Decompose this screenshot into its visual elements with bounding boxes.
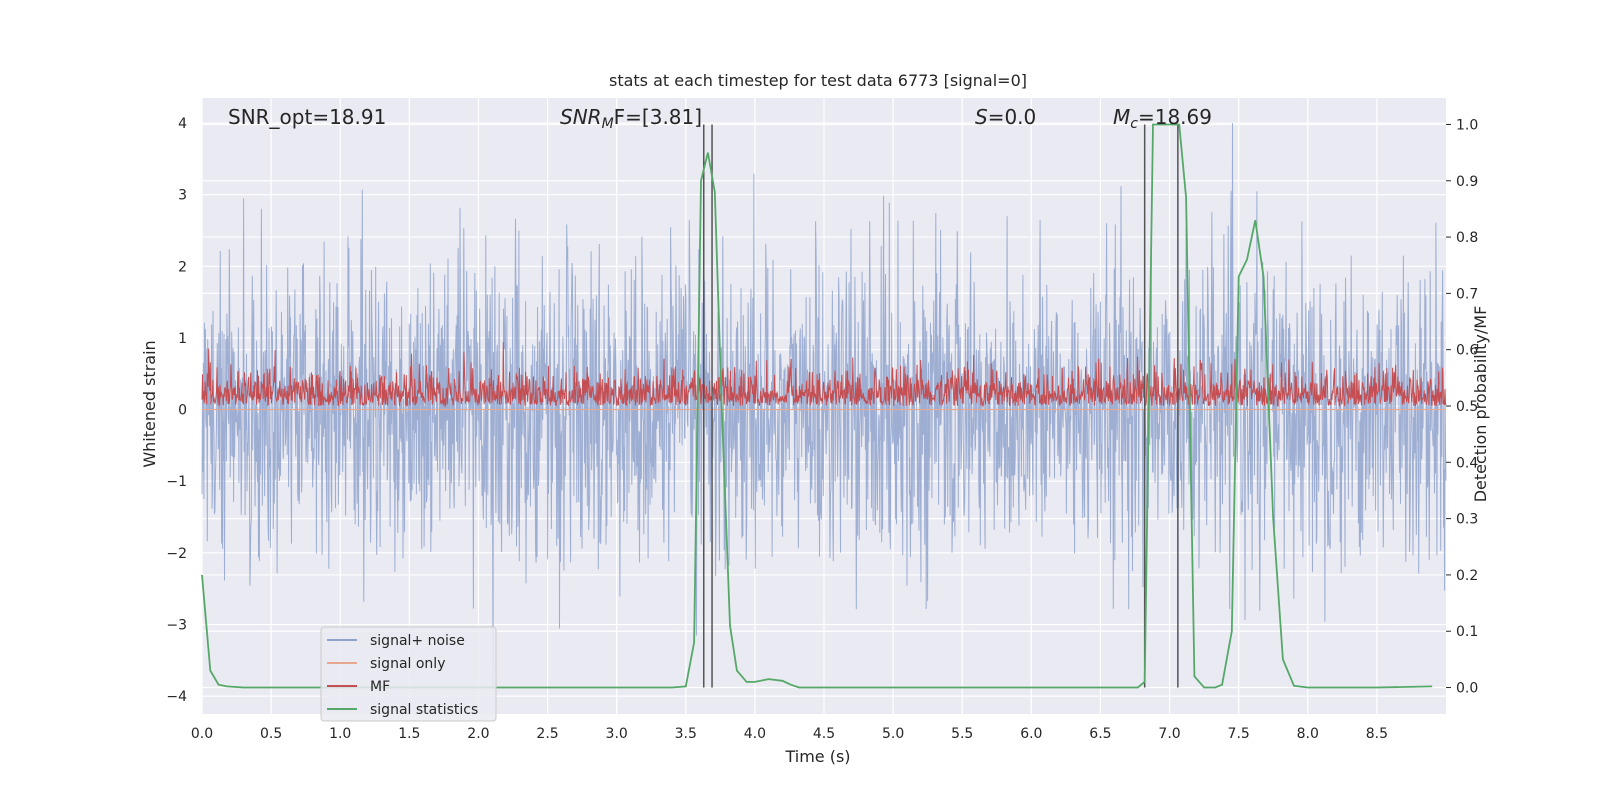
x-tick-label-9: 4.5 [813, 726, 835, 742]
annotation-mc-sub: c [1130, 116, 1138, 132]
annotation-snr-opt: SNR_opt=18.91 [228, 105, 386, 129]
y2-tick-label-10: 1.0 [1456, 117, 1478, 133]
legend-label-signal-statistics: signal statistics [370, 702, 478, 718]
plot-layer [201, 98, 1447, 714]
y2-tick-label-4: 0.4 [1456, 455, 1478, 471]
x-tick-label-3: 1.5 [398, 726, 420, 742]
y-tick-label-6: 2 [178, 259, 187, 275]
x-axis-label: Time (s) [784, 747, 850, 766]
x-tick-label-14: 7.0 [1158, 726, 1180, 742]
x-tick-label-5: 2.5 [536, 726, 558, 742]
annotations: SNR_opt=18.91 SNRMF=[3.81] S=0.0 Mc=18.6… [228, 105, 1212, 132]
y-tick-label-1: −3 [166, 617, 187, 633]
y2-tick-label-7: 0.7 [1456, 286, 1478, 302]
annotation-snr-mf-snr: SNR [560, 105, 602, 129]
y-tick-label-0: −4 [166, 689, 187, 705]
annotation-s-symbol: S [975, 105, 988, 129]
y2-tick-label-9: 0.9 [1456, 174, 1478, 190]
y-tick-label-5: 1 [178, 331, 187, 347]
axes-layer: 0.0 0.5 1.0 1.5 2.0 2.5 3.0 3.5 4.0 4.5 5.0 5.5 6.0 6… [166, 116, 1478, 742]
annotation-mc-value: =18.69 [1138, 105, 1212, 129]
y-tick-label-4: 0 [178, 403, 187, 419]
y-tick-label-2: −2 [166, 546, 187, 562]
annotation-mc: Mc=18.69 [1113, 105, 1212, 132]
x-tick-label-17: 8.5 [1366, 726, 1388, 742]
y2-tick-label-6: 0.6 [1456, 343, 1478, 359]
x-tick-label-6: 3.0 [606, 726, 628, 742]
x-tick-label-12: 6.0 [1020, 726, 1042, 742]
series-mf-line [201, 342, 1447, 408]
x-tick-label-15: 7.5 [1228, 726, 1250, 742]
y2-tick-label-8: 0.8 [1456, 230, 1478, 246]
legend-label-mf: MF [370, 679, 390, 695]
x-tick-label-4: 2.0 [467, 726, 489, 742]
x-tick-label-8: 4.0 [744, 726, 766, 742]
annotation-snr-mf-sub: M [602, 116, 614, 132]
annotation-s: S=0.0 [975, 105, 1036, 129]
annotation-snr-mf: SNRMF=[3.81] [560, 105, 702, 132]
annotation-snr-mf-value: F=[3.81] [614, 105, 702, 129]
legend-label-signal-only: signal only [370, 656, 445, 672]
y2-tick-label-0: 0.0 [1456, 681, 1478, 697]
x-tick-label-2: 1.0 [329, 726, 351, 742]
legend-label-signal-noise: signal+ noise [370, 633, 465, 649]
y-tick-label-3: −1 [166, 474, 187, 490]
y2-tick-label-2: 0.2 [1456, 568, 1478, 584]
y2-tick-label-1: 0.1 [1456, 624, 1478, 640]
x-tick-label-10: 5.0 [882, 726, 904, 742]
x-tick-label-16: 8.0 [1297, 726, 1319, 742]
x-tick-label-13: 6.5 [1089, 726, 1111, 742]
chart-title: stats at each timestep for test data 677… [609, 71, 1027, 90]
y-axis-label: Whitened strain [140, 340, 159, 467]
x-tick-label-7: 3.5 [675, 726, 697, 742]
legend: signal+ noise signal only MF signal stat… [320, 626, 497, 722]
legend-box [320, 626, 497, 722]
y2-axis-label: Detection probability/MF [1471, 306, 1490, 503]
annotation-s-value: =0.0 [988, 105, 1037, 129]
y2-tick-label-3: 0.3 [1456, 512, 1478, 528]
y2-tick-label-5: 0.5 [1456, 399, 1478, 415]
x-tick-label-0: 0.0 [191, 726, 213, 742]
y-tick-label-8: 4 [178, 116, 187, 132]
series-signal-statistics-line [201, 123, 1433, 689]
x-tick-label-1: 0.5 [260, 726, 282, 742]
annotation-mc-symbol: M [1113, 105, 1130, 129]
y-tick-label-7: 3 [178, 188, 187, 204]
x-tick-label-11: 5.5 [951, 726, 973, 742]
series-signal-noise-line [201, 123, 1447, 689]
